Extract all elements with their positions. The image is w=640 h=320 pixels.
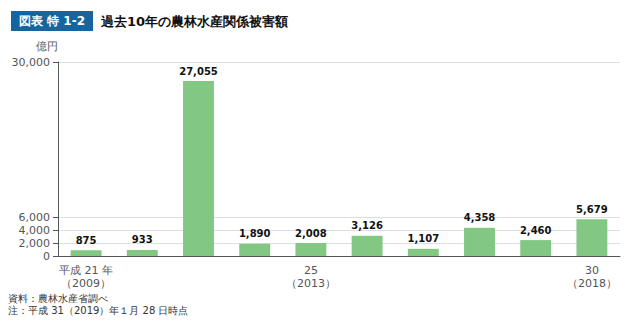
svg-text:注：平成 31（2019）年１月 28 日時点: 注：平成 31（2019）年１月 28 日時点	[8, 305, 188, 316]
svg-text:30,000: 30,000	[12, 56, 51, 69]
svg-text:4,000: 4,000	[19, 224, 51, 237]
svg-text:資料：農林水産省調べ: 資料：農林水産省調べ	[8, 293, 108, 304]
svg-text:億円: 億円	[36, 40, 58, 53]
svg-text:875: 875	[76, 235, 97, 246]
svg-text:933: 933	[132, 234, 153, 245]
svg-text:27,055: 27,055	[179, 66, 218, 77]
svg-text:0: 0	[43, 250, 50, 263]
svg-text:4,358: 4,358	[464, 212, 496, 223]
svg-text:（2009）: （2009）	[61, 277, 111, 290]
svg-text:図表 特 1-2: 図表 特 1-2	[19, 14, 85, 28]
svg-text:平成 21 年: 平成 21 年	[59, 264, 113, 277]
svg-text:1,890: 1,890	[239, 228, 271, 239]
svg-text:3,126: 3,126	[351, 220, 383, 231]
svg-text:5,679: 5,679	[576, 204, 608, 215]
svg-text:2,460: 2,460	[520, 225, 552, 236]
svg-text:30: 30	[585, 264, 599, 277]
svg-text:（2013）: （2013）	[286, 277, 336, 290]
svg-text:過去10年の農林水産関係被害額: 過去10年の農林水産関係被害額	[100, 14, 288, 29]
svg-text:2,008: 2,008	[295, 228, 327, 239]
svg-text:1,107: 1,107	[407, 233, 439, 244]
svg-text:（2018）: （2018）	[567, 277, 617, 290]
svg-text:6,000: 6,000	[19, 211, 51, 224]
svg-text:25: 25	[304, 264, 318, 277]
svg-text:2,000: 2,000	[19, 237, 51, 250]
